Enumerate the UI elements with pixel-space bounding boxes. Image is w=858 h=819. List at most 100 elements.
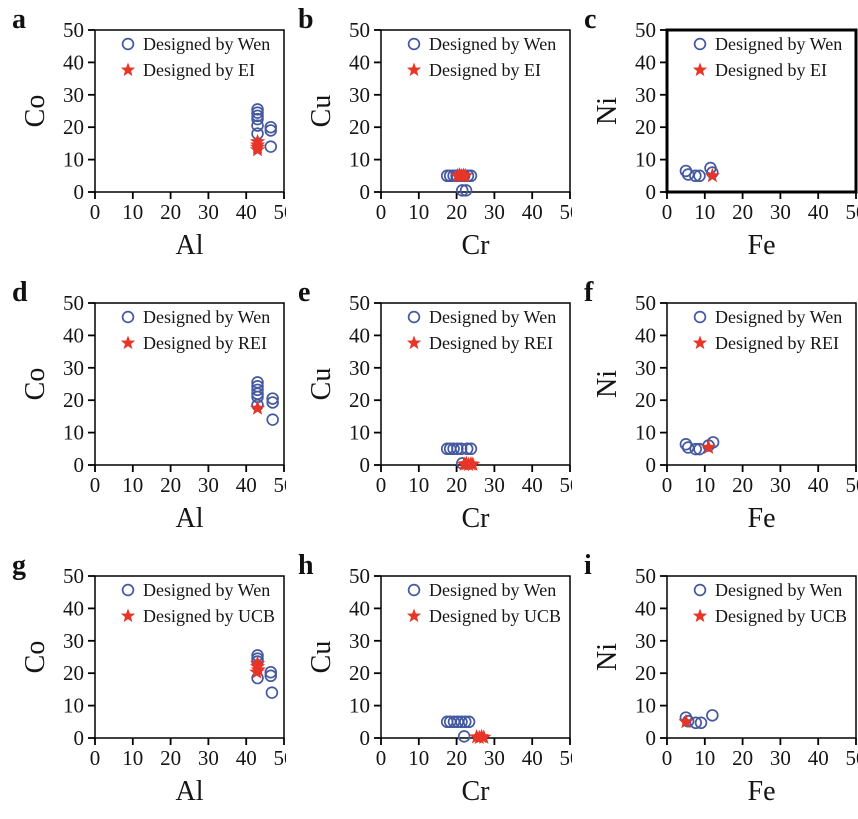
- legend-label: Designed by Wen: [143, 580, 270, 600]
- x-tick-label: 10: [408, 746, 429, 770]
- y-tick-label: 20: [635, 661, 656, 685]
- x-tick-label: 10: [408, 200, 429, 224]
- y-tick-label: 20: [349, 115, 370, 139]
- x-tick-label: 30: [198, 746, 219, 770]
- x-tick-label: 40: [808, 746, 829, 770]
- y-axis-title: Cu: [306, 641, 337, 674]
- legend-label: Designed by UCB: [715, 606, 847, 626]
- y-tick-label: 40: [635, 50, 656, 74]
- data-point-circle: [251, 109, 264, 123]
- legend: Designed by Wen Designed by UCB: [406, 580, 561, 626]
- panel-i: i 0 10 20 30 40 50 Fe 0 10 20 30 40 50 Ni Designed by …: [572, 546, 858, 819]
- x-axis-title: Fe: [748, 776, 776, 807]
- y-tick-label: 50: [635, 291, 656, 315]
- x-axis-title: Al: [176, 503, 204, 534]
- legend-circle-icon: [121, 583, 135, 597]
- legend-label: Designed by EI: [143, 60, 255, 80]
- data-point-circle: [693, 169, 706, 183]
- panel-letter: f: [584, 277, 594, 308]
- data-point-circle: [689, 716, 702, 730]
- legend-label: Designed by Wen: [143, 307, 270, 327]
- x-tick-label: 30: [484, 200, 505, 224]
- legend-star-icon: [692, 608, 708, 623]
- data-point-star: [457, 167, 473, 183]
- legend-label: Designed by Wen: [429, 580, 556, 600]
- x-tick-label: 30: [484, 746, 505, 770]
- legend-circle-icon: [407, 37, 421, 51]
- plot-frame: [94, 302, 285, 466]
- plot-frame: [94, 29, 285, 193]
- x-tick-label: 10: [694, 473, 715, 497]
- legend-star-icon: [692, 62, 708, 77]
- y-axis-title: Co: [20, 368, 51, 401]
- legend-star-icon: [120, 335, 136, 350]
- legend-star-icon: [406, 335, 422, 350]
- y-tick-label: 20: [63, 115, 84, 139]
- legend-star-icon: [692, 335, 708, 350]
- y-tick-label: 0: [646, 726, 657, 750]
- y-tick-label: 20: [63, 661, 84, 685]
- data-point-circle: [251, 112, 264, 126]
- y-tick-label: 20: [635, 115, 656, 139]
- x-axis: 0 10 20 30 40 50: [662, 738, 858, 770]
- y-tick-label: 40: [349, 596, 370, 620]
- plot-frame: [380, 302, 571, 466]
- x-tick-label: 0: [376, 200, 387, 224]
- legend: Designed by Wen Designed by EI: [692, 34, 842, 80]
- x-tick-label: 40: [522, 746, 543, 770]
- y-tick-label: 0: [74, 180, 85, 204]
- x-tick-label: 40: [236, 473, 257, 497]
- legend: Designed by Wen Designed by REI: [692, 307, 842, 353]
- x-tick-label: 50: [274, 473, 287, 497]
- x-tick-label: 30: [770, 200, 791, 224]
- panel-letter: a: [12, 4, 26, 35]
- x-tick-label: 40: [522, 200, 543, 224]
- y-tick-label: 30: [63, 356, 84, 380]
- panel-letter: c: [584, 4, 597, 35]
- y-tick-label: 10: [635, 694, 656, 718]
- legend-circle-icon: [693, 37, 707, 51]
- y-axis: 0 10 20 30 40 50: [635, 18, 667, 204]
- legend-label: Designed by Wen: [715, 580, 842, 600]
- x-tick-label: 0: [90, 473, 101, 497]
- legend-label: Designed by EI: [429, 60, 541, 80]
- series-designed: [704, 167, 720, 183]
- y-tick-label: 0: [360, 726, 371, 750]
- scatter-plot: 0 10 20 30 40 50 Fe 0 10 20 30 40 50 Ni Designed by We…: [592, 291, 858, 534]
- data-point-star: [249, 400, 266, 415]
- data-point-circle: [455, 715, 468, 729]
- x-tick-label: 20: [732, 746, 753, 770]
- legend-circle-icon: [121, 37, 135, 51]
- scatter-plot: 0 10 20 30 40 50 Cr 0 10 20 30 40 50 Cu Designed by We…: [306, 564, 572, 807]
- data-point-circle: [456, 184, 469, 197]
- plot-frame: [666, 575, 857, 739]
- x-tick-label: 10: [694, 746, 715, 770]
- x-tick-label: 20: [160, 200, 181, 224]
- plot-frame: [380, 575, 571, 739]
- y-tick-label: 10: [63, 694, 84, 718]
- x-axis: 0 10 20 30 40 50: [376, 738, 572, 770]
- legend: Designed by Wen Designed by REI: [406, 307, 556, 353]
- x-tick-label: 0: [662, 473, 673, 497]
- data-point-circle: [251, 103, 264, 116]
- y-tick-label: 50: [63, 291, 84, 315]
- x-tick-label: 0: [376, 746, 387, 770]
- y-tick-label: 0: [646, 180, 657, 204]
- y-axis: 0 10 20 30 40 50: [635, 564, 667, 750]
- x-tick-label: 40: [236, 746, 257, 770]
- legend-label: Designed by Wen: [715, 34, 842, 54]
- legend-label: Designed by Wen: [143, 34, 270, 54]
- x-tick-label: 40: [522, 473, 543, 497]
- y-axis: 0 10 20 30 40 50: [63, 291, 95, 477]
- panel-d: d 0 10 20 30 40 50 Al 0 10 20 30 40 50 Co Designed by …: [0, 273, 286, 546]
- panel-b: b 0 10 20 30 40 50 Cr 0 10 20 30 40 50 Cu Designed by …: [286, 0, 572, 273]
- scatter-plot: 0 10 20 30 40 50 Fe 0 10 20 30 40 50 Ni Designed by We…: [592, 18, 858, 261]
- x-axis: 0 10 20 30 40 50: [376, 465, 572, 497]
- y-tick-label: 40: [349, 50, 370, 74]
- x-axis-title: Fe: [748, 503, 776, 534]
- y-tick-label: 10: [63, 148, 84, 172]
- data-point-circle: [251, 119, 264, 132]
- x-tick-label: 30: [770, 473, 791, 497]
- series-designed: [249, 133, 266, 157]
- y-tick-label: 20: [63, 388, 84, 412]
